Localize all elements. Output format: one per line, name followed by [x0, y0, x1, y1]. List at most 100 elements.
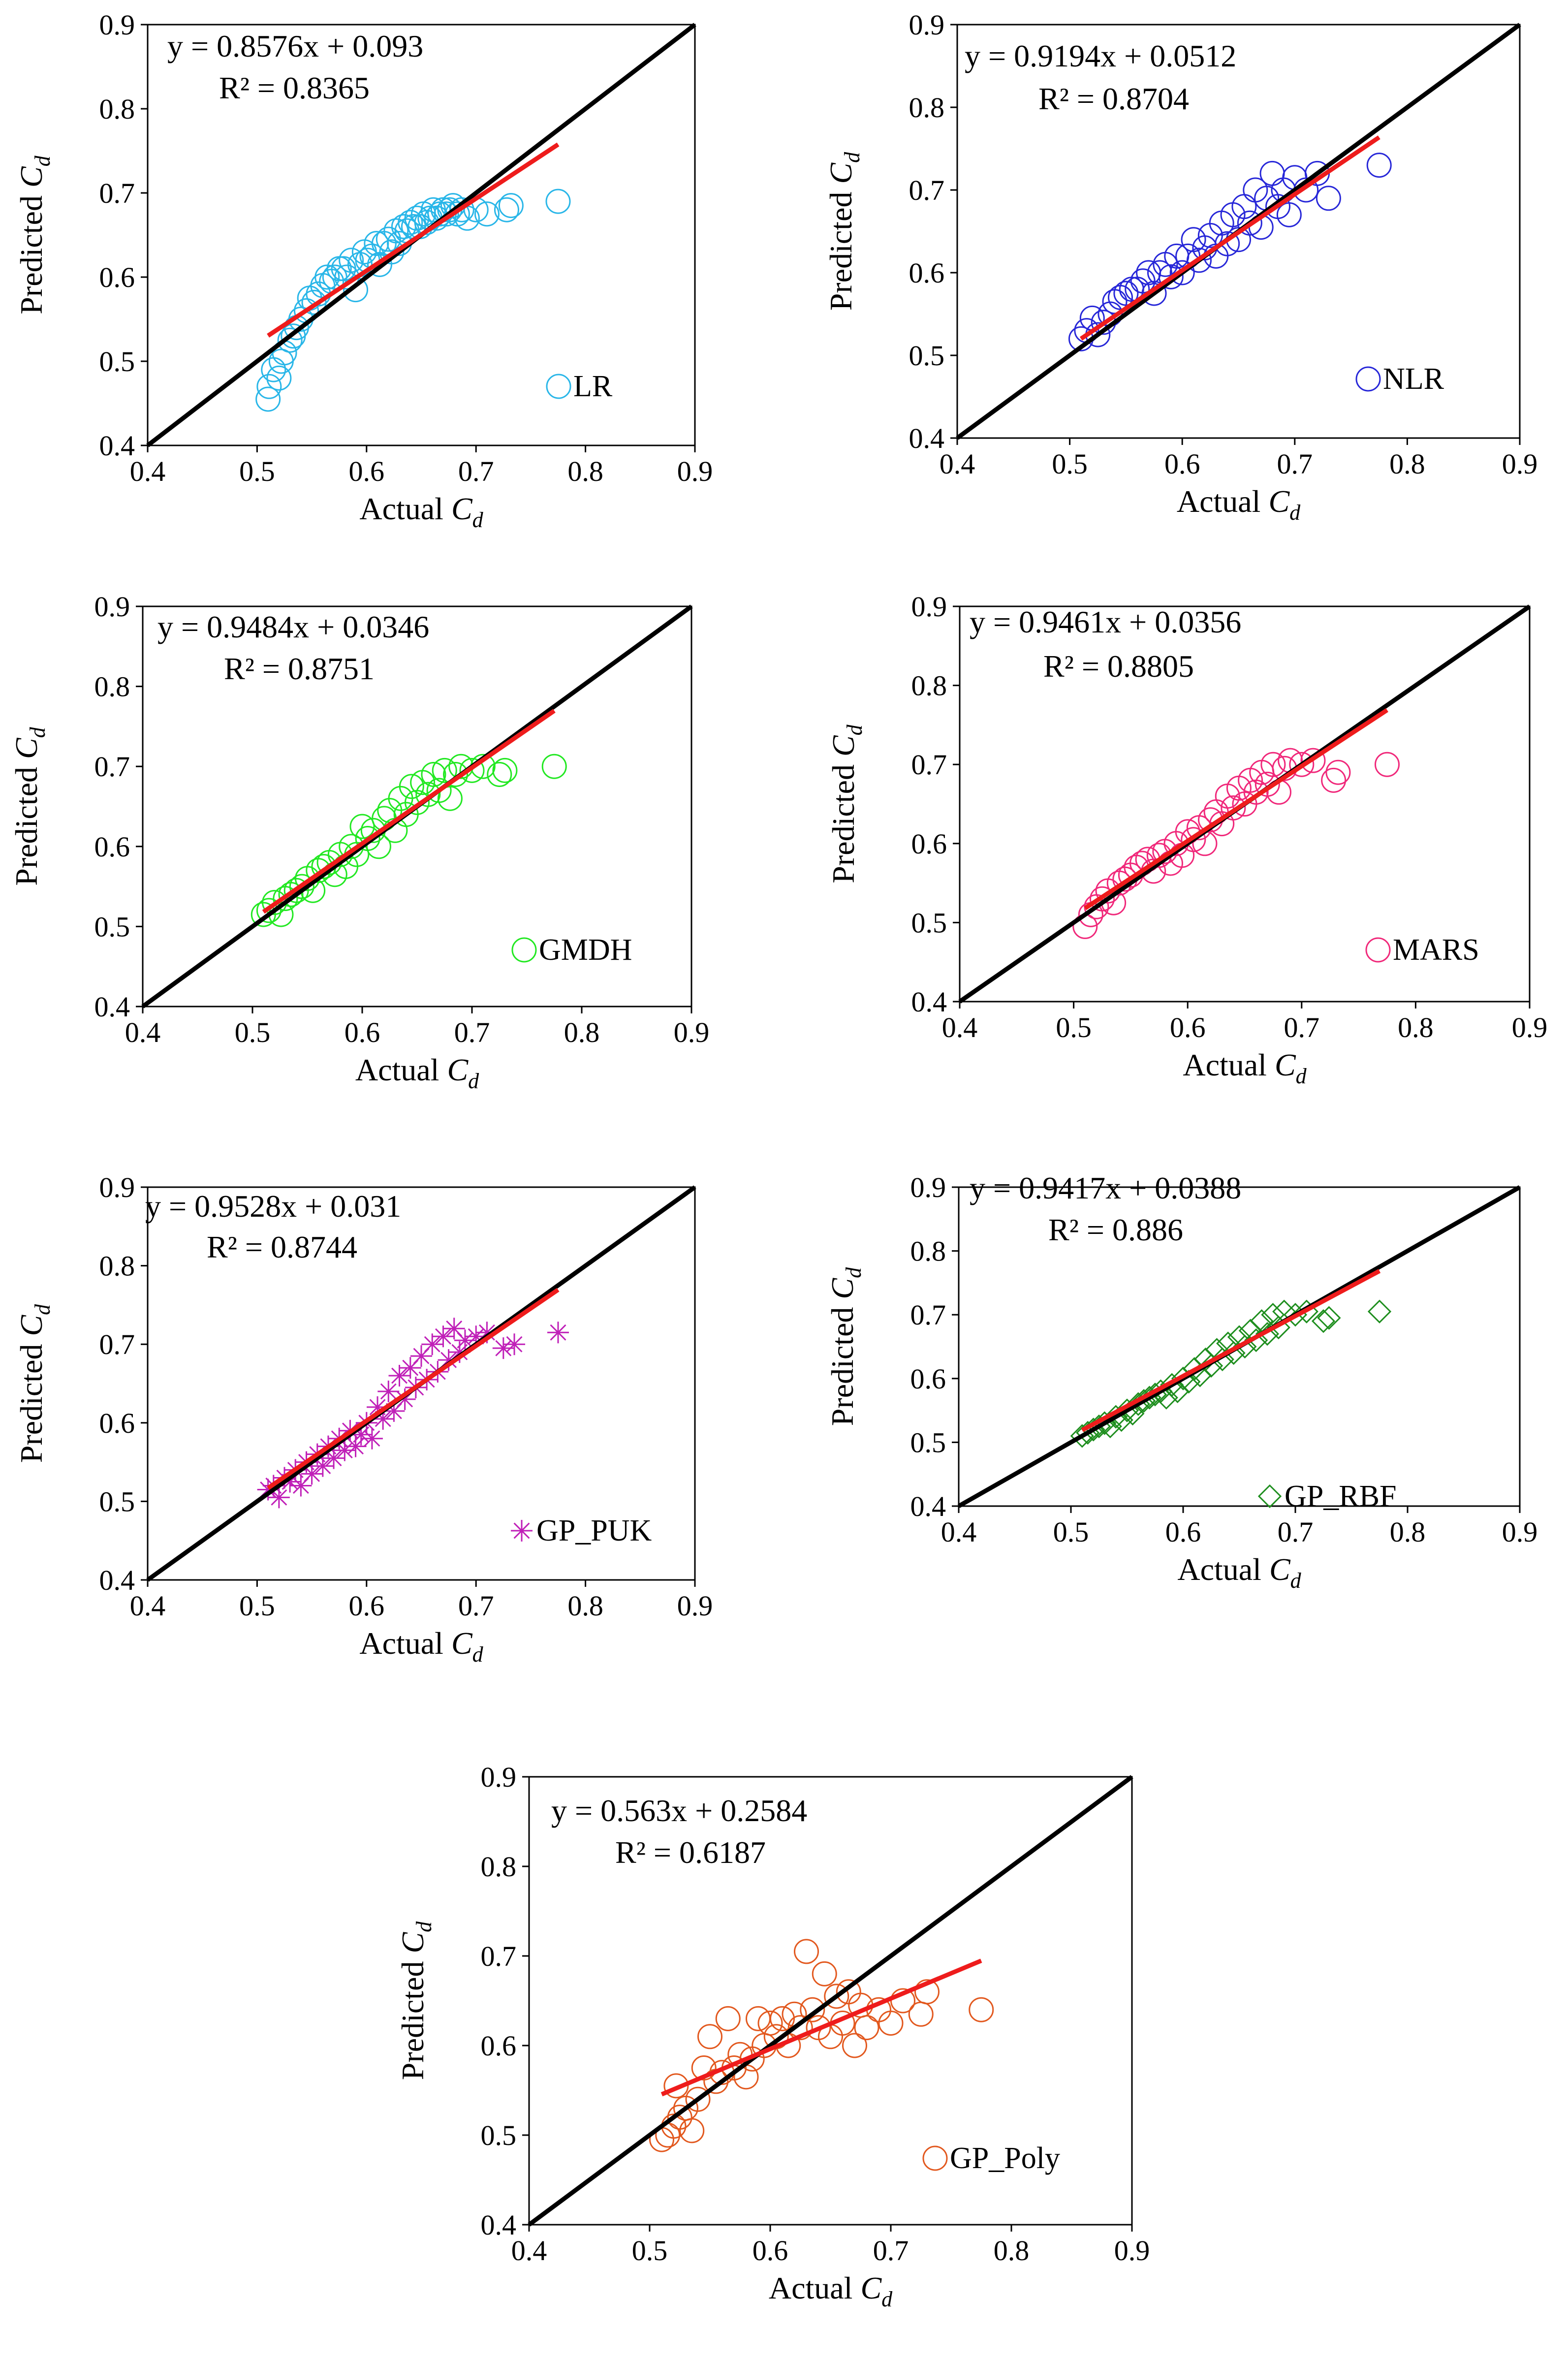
y-tick-label: 0.4: [911, 986, 947, 1018]
legend: NLR: [1355, 362, 1444, 396]
x-tick-label: 0.6: [345, 1016, 380, 1048]
data-point: [697, 2024, 722, 2049]
data-point: [372, 1408, 394, 1430]
x-tick-label: 0.4: [125, 1016, 161, 1048]
data-point: [279, 1471, 301, 1493]
data-point: [449, 197, 474, 222]
panel-gmdh: 0.40.4 0.5 0.5 0.6 0.6 0.7 0.7 0.8 0.8 0.9 0.9 Actu…: [9, 591, 709, 1093]
data-point: [1255, 1322, 1280, 1346]
x-tick-label: 0.8: [994, 2235, 1030, 2267]
data-point: [421, 1333, 443, 1355]
x-tick-label: 0.6: [1164, 448, 1200, 480]
data-point: [1317, 1306, 1341, 1330]
data-point: [1141, 281, 1167, 306]
data-point: [256, 898, 282, 923]
data-point: [349, 814, 375, 839]
data-point: [266, 365, 292, 391]
legend: LR: [546, 370, 613, 403]
y-tick-label: 0.6: [481, 2030, 517, 2062]
regression-line: [267, 1288, 560, 1490]
x-tick-label: 0.6: [349, 455, 385, 487]
data-point: [1222, 1341, 1246, 1365]
y-axis-variable: C: [14, 166, 49, 188]
x-tick-label: 0.7: [458, 1590, 494, 1622]
x-tick-label: 0.4: [130, 1590, 166, 1622]
data-point: [394, 1388, 416, 1410]
x-axis-variable: C: [1275, 1047, 1296, 1082]
y-tick-label: 0.6: [910, 1363, 946, 1395]
data-point: [1266, 1315, 1290, 1340]
y-tick-label: 0.7: [911, 749, 947, 781]
x-axis-label-text: Actual: [355, 1052, 439, 1087]
plot-frame: [147, 1186, 696, 1581]
data-point: [1199, 1354, 1223, 1378]
y-axis-label-text: Predicted: [823, 192, 858, 311]
data-points: [257, 1318, 569, 1509]
data-point: [437, 786, 463, 811]
y-tick-label: 0.6: [99, 1407, 135, 1439]
x-axis-label-text: Actual: [359, 1626, 443, 1661]
r-squared: R² = 0.8704: [1038, 81, 1189, 116]
data-point: [494, 197, 519, 222]
y-tick-label: 0.8: [94, 671, 130, 703]
data-point: [1259, 160, 1285, 186]
y-tick-label: 0.9: [910, 1171, 946, 1203]
data-point: [268, 1486, 290, 1509]
data-point: [1300, 748, 1326, 773]
y-tick-label: 0.5: [911, 907, 947, 939]
data-point: [476, 1322, 498, 1344]
data-point: [1186, 248, 1212, 273]
legend-marker: [546, 374, 571, 399]
data-point: [1233, 1334, 1257, 1359]
data-point: [399, 1357, 421, 1379]
y-tick-label: 0.4: [909, 422, 945, 454]
data-point: [421, 761, 446, 787]
x-tick-label: 0.6: [753, 2235, 788, 2267]
x-tick-label: 0.4: [940, 448, 975, 480]
r-squared: R² = 0.8744: [207, 1229, 357, 1264]
x-tick-label: 0.4: [511, 2235, 547, 2267]
data-point: [474, 201, 500, 227]
panel-gp-poly: 0.40.4 0.5 0.5 0.6 0.6 0.7 0.7 0.8 0.8 0.9 0.9 Actu…: [395, 1761, 1150, 2311]
x-axis-label: Actual Cd: [1177, 484, 1301, 525]
y-tick-label: 0.9: [911, 591, 947, 623]
data-point: [757, 2011, 783, 2036]
legend-label: GP_RBF: [1285, 1480, 1396, 1513]
x-tick-label: 0.6: [1170, 1011, 1206, 1043]
r-squared: R² = 0.8365: [219, 70, 370, 105]
y-tick-label: 0.6: [911, 828, 947, 860]
x-axis-subscript: d: [1289, 501, 1301, 525]
regression-equation: y = 0.9528x + 0.031: [145, 1189, 401, 1224]
data-point: [459, 757, 485, 783]
data-point: [487, 761, 512, 787]
legend: MARS: [1365, 933, 1479, 967]
data-point: [1215, 231, 1240, 256]
regression-equation: y = 0.9194x + 0.0512: [965, 38, 1236, 73]
x-axis-label-text: Actual: [1177, 1552, 1261, 1587]
x-tick-label: 0.8: [567, 455, 603, 487]
x-tick-label: 0.7: [454, 1016, 490, 1048]
panel-gp-rbf: 0.40.4 0.5 0.5 0.6 0.6 0.7 0.7 0.8 0.8 0.9 0.9 Actu…: [825, 1170, 1537, 1593]
plot-frame: [958, 1186, 1521, 1507]
y-tick-label: 0.9: [909, 9, 945, 41]
y-tick-label: 0.5: [99, 346, 135, 378]
regression-equation: y = 0.9484x + 0.0346: [157, 609, 429, 644]
x-axis-subscript: d: [472, 508, 484, 532]
y-tick-label: 0.8: [99, 93, 135, 125]
data-points: [1072, 748, 1400, 939]
x-axis-variable: C: [1268, 484, 1290, 519]
data-point: [454, 1329, 476, 1352]
regression-equation: y = 0.8576x + 0.093: [167, 29, 423, 63]
data-point: [434, 201, 459, 227]
legend: GP_Poly: [922, 2142, 1060, 2175]
x-tick-label: 0.7: [1278, 1516, 1314, 1548]
y-axis-label-text: Predicted: [395, 1961, 430, 2080]
y-axis-variable: C: [395, 1932, 430, 1953]
data-point: [794, 1939, 819, 1964]
regression-line: [660, 1958, 982, 2097]
plot-frame: [959, 605, 1531, 1003]
data-point: [545, 189, 571, 214]
y-axis-variable: C: [14, 1315, 49, 1336]
x-tick-label: 0.5: [1056, 1011, 1092, 1043]
